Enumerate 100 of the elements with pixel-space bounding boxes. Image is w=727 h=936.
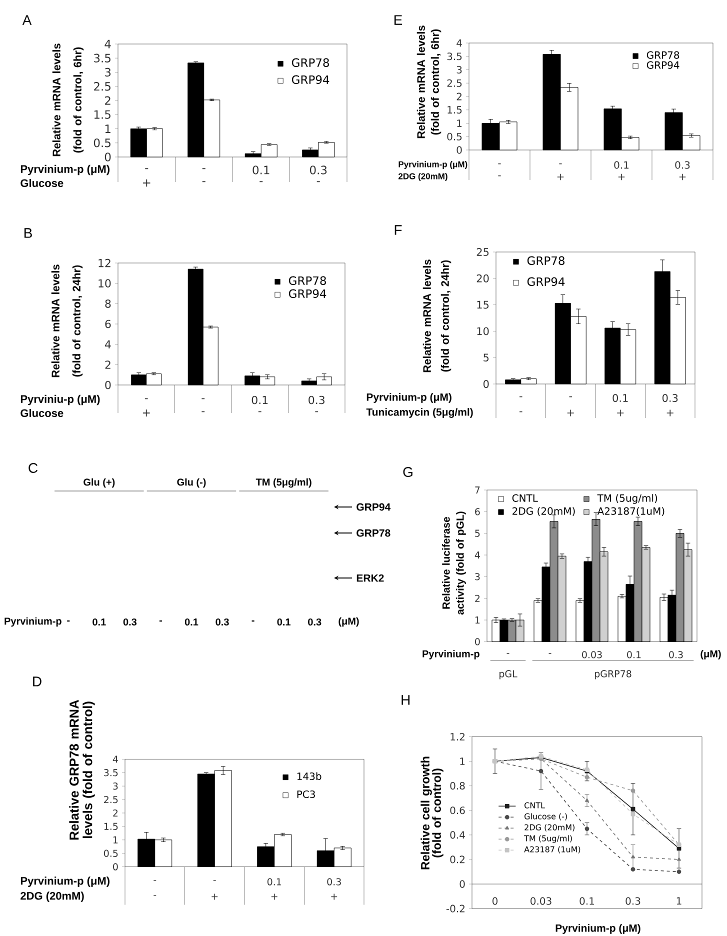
text: -	[316, 181, 320, 182]
y-tick-label: 1	[457, 120, 462, 127]
text: +	[271, 894, 278, 900]
chart-title: E	[394, 15, 402, 25]
chart-title: A	[22, 15, 32, 25]
y-tick-label: 1	[113, 836, 118, 844]
legend-label: 2DG (20mM)	[512, 507, 575, 516]
x-tick-label: 0.1	[612, 394, 628, 402]
y-axis-title: Relative mRNA levels (fold of control, 24hr)	[51, 264, 83, 378]
x-tick-label: 0.3	[310, 166, 327, 174]
legend-label: 2DG (20mM)	[524, 824, 574, 832]
y-tick-label: 4	[104, 40, 111, 48]
x-tick-label: -	[202, 398, 205, 400]
text: (μM)	[338, 617, 359, 627]
x-tick-label: 0.3	[662, 394, 678, 402]
chart-title: D	[33, 676, 42, 686]
text: +	[666, 410, 674, 416]
y-tick-label: 0.2	[450, 856, 464, 864]
point	[538, 768, 544, 774]
chart-title: G	[403, 467, 412, 477]
text: -	[519, 411, 522, 412]
text: +	[212, 894, 218, 900]
legend-label: TM (5ug/ml)	[524, 835, 572, 843]
text: ERK2	[356, 574, 384, 582]
text: TM (5μg/ml)	[256, 478, 312, 488]
point	[584, 826, 590, 831]
y-tick-label: 3	[475, 573, 480, 580]
x-tick-label: -	[569, 396, 572, 398]
category-label: -	[252, 620, 254, 622]
y-axis-title: Relative mRNA levels (fold of control, 6hr)	[52, 44, 84, 156]
y-tick-label: 2	[104, 96, 110, 105]
text: -	[315, 411, 318, 412]
y-tick-label: 2.5	[104, 796, 118, 804]
x-tick-label: -	[144, 398, 148, 400]
y-tick-label: 1.2	[450, 732, 464, 740]
x-tick-label: 0.3	[327, 878, 341, 886]
category-label: 0.3	[123, 618, 137, 626]
legend-label: GRP78	[527, 256, 564, 265]
y-tick-label: 0.5	[447, 132, 462, 140]
x-axis-title: Pyrviniu-p (μM)	[20, 394, 100, 406]
text: Glu (+)	[84, 478, 115, 488]
text: -	[260, 181, 263, 182]
text: pGRP78	[594, 670, 632, 680]
y-tick-label: 0	[105, 380, 111, 390]
y-tick-label: 1.5	[104, 822, 118, 830]
y-tick-label: 0.4	[450, 831, 465, 839]
category-label: 0.1	[184, 618, 198, 626]
y-tick-label: 0	[456, 146, 462, 154]
text: +	[143, 179, 150, 187]
text: -	[154, 895, 156, 896]
text: +	[567, 410, 574, 416]
y-tick-label: 3.5	[94, 54, 110, 62]
point	[631, 854, 635, 858]
x-tick-label: 0.1	[252, 396, 268, 404]
y-tick-label: 0	[475, 638, 480, 646]
text: -	[498, 175, 501, 176]
legend-label: A23187(1uM)	[597, 507, 664, 516]
legend-label: 143b	[297, 772, 322, 780]
text: -	[202, 411, 205, 412]
legend-label: CNTL	[524, 802, 545, 808]
y-tick-label: 1	[475, 616, 480, 624]
y-tick-label: 3	[456, 66, 462, 74]
y-tick-label: 15	[477, 300, 489, 309]
text: +	[142, 410, 150, 416]
text: +	[557, 174, 564, 180]
x-tick-label: 0.3	[669, 651, 683, 658]
legend-label: TM (5ug/ml)	[597, 494, 658, 504]
y-tick-label: 10	[98, 279, 111, 288]
y-tick-label: 1	[460, 758, 465, 765]
text: 2DG (20mM)	[20, 892, 84, 902]
text: +	[617, 410, 624, 416]
x-tick-label: -	[519, 396, 522, 398]
legend-label: GRP78	[646, 51, 680, 59]
x-axis-title: Pyrvinium-p	[422, 650, 480, 660]
legend-label: A23187 (1uM)	[524, 846, 580, 854]
y-axis-title: Relative mRNA levels (fold of control, 6hr)	[416, 26, 442, 138]
x-axis-title: Pyrvinium-p (μM)	[398, 161, 468, 169]
y-axis-title: Relative mRNA levels (fold of control, 24hr)	[422, 260, 452, 372]
x-tick-label: 0.1	[614, 161, 629, 169]
y-tick-label: 1.5	[448, 106, 462, 114]
y-tick-label: 0	[483, 380, 489, 388]
legend-label: GRP94	[527, 277, 565, 286]
y-tick-label: 25	[476, 248, 489, 256]
y-tick-label: 6	[475, 508, 480, 516]
text: GRP78	[356, 529, 390, 537]
y-tick-label: 3.5	[104, 769, 118, 776]
y-tick-label: 2	[475, 594, 480, 602]
text: -	[202, 181, 206, 182]
category-label: 0.1	[277, 618, 290, 626]
x-tick-label: 0.1	[267, 878, 282, 886]
y-tick-label: 6	[105, 320, 111, 328]
text: 2DG (20mM)	[398, 173, 448, 181]
y-tick-label: 10	[477, 327, 489, 336]
y-tick-label: 0.5	[104, 850, 118, 857]
y-tick-label: 12	[98, 258, 110, 268]
chart-title: B	[24, 228, 32, 238]
legend-label: GRP78	[292, 58, 329, 67]
x-axis-title: Pyrvinium-p (μM)	[366, 393, 452, 403]
x-axis-title: Pyrvinium-p (μM)	[20, 164, 110, 176]
y-tick-label: 0.5	[94, 138, 110, 148]
